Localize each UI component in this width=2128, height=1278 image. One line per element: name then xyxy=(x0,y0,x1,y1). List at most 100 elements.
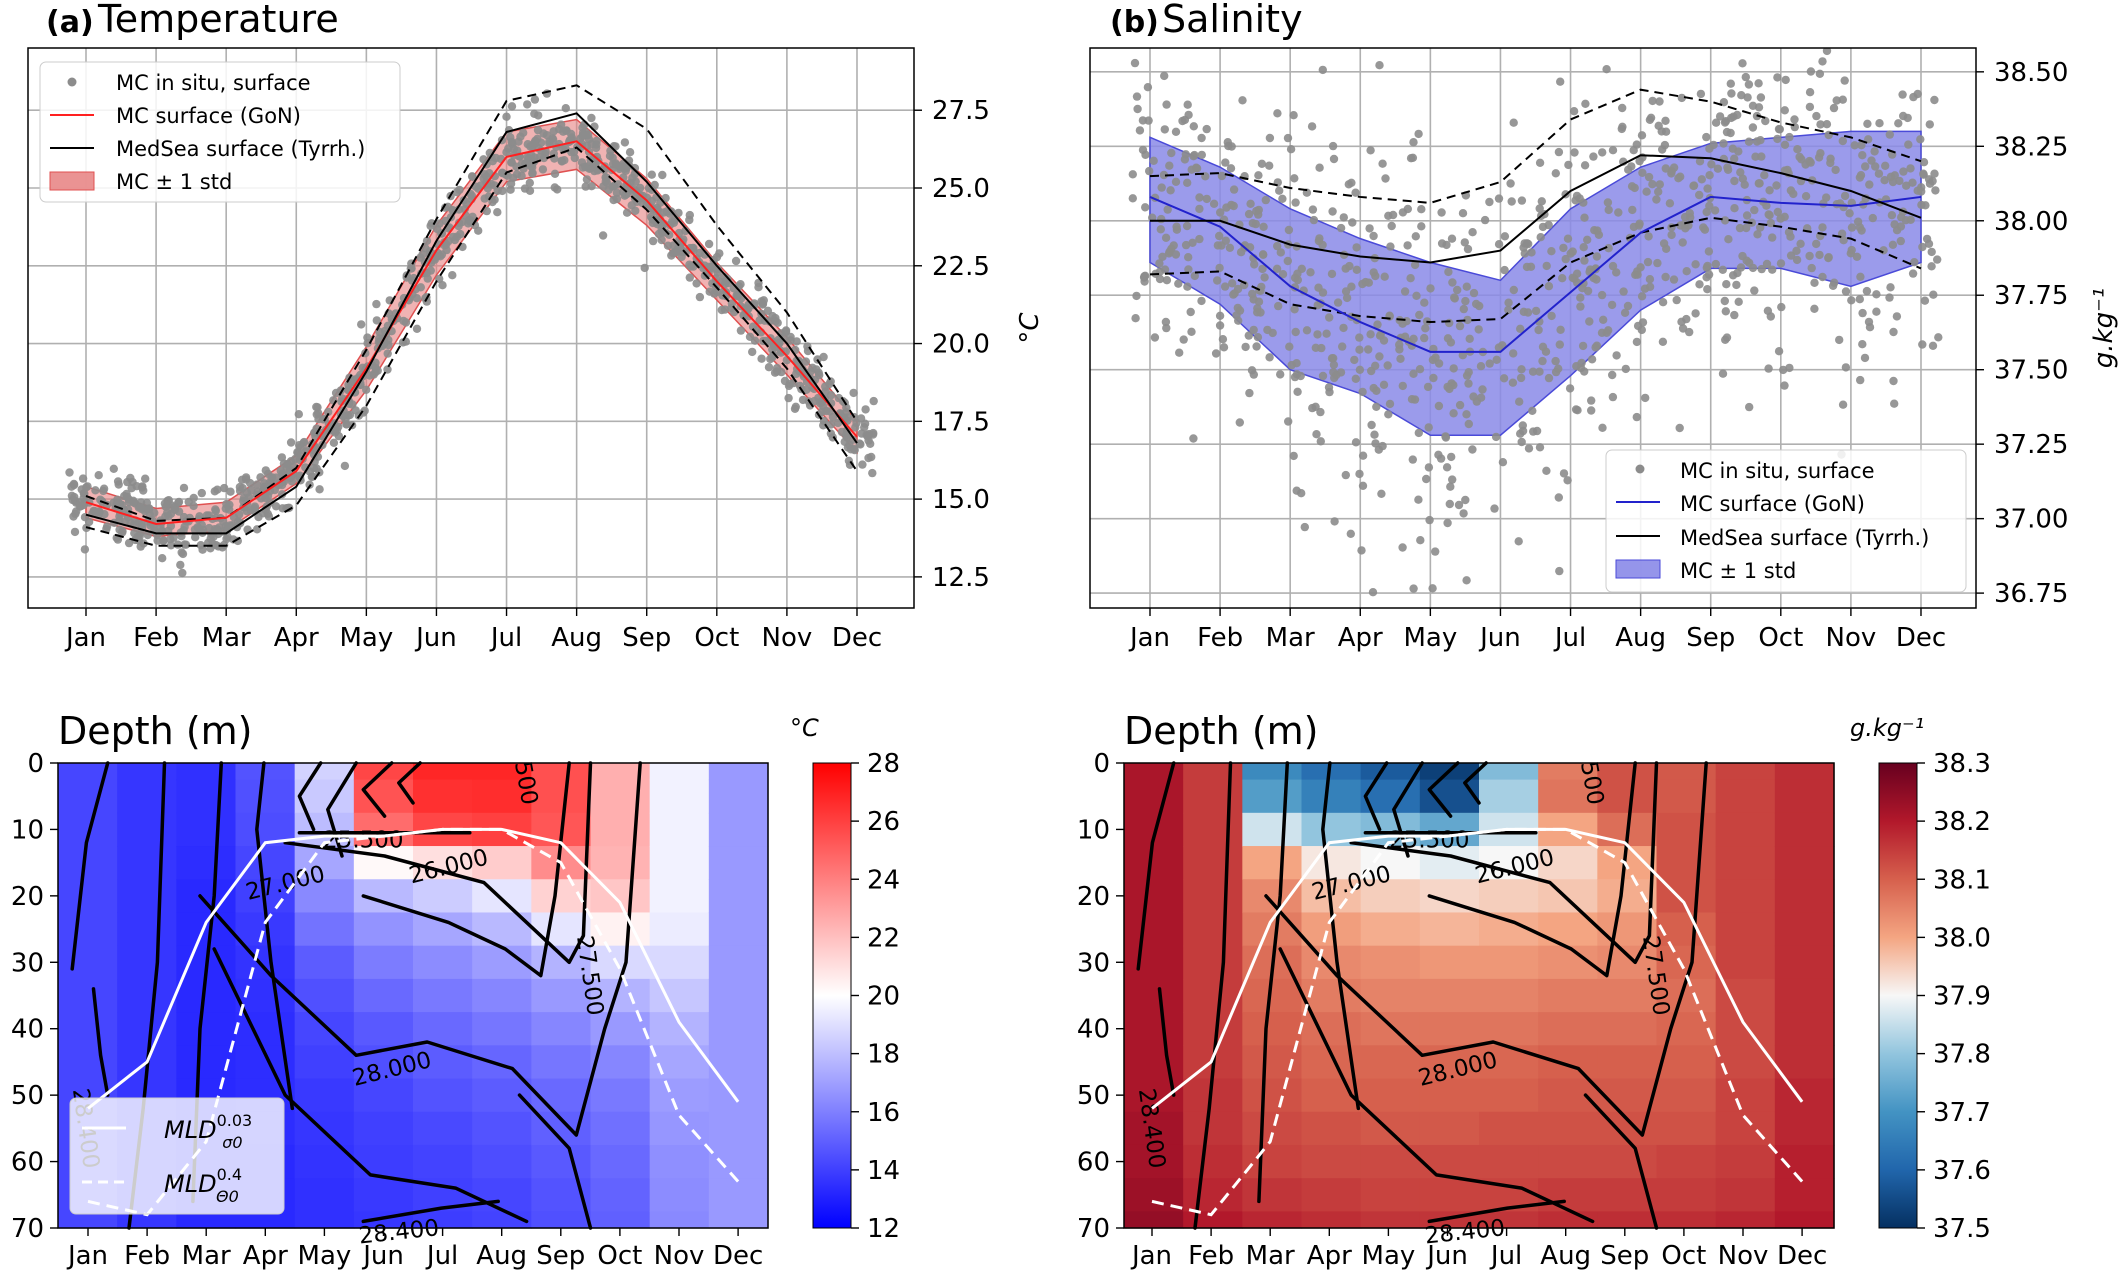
xtick-label-apr: Apr xyxy=(274,623,319,653)
insitu-point xyxy=(1930,169,1939,178)
insitu-point xyxy=(1387,221,1396,231)
insitu-point xyxy=(1890,399,1899,408)
heatmap-cell xyxy=(1715,912,1776,947)
heatmap-cell xyxy=(1774,779,1835,814)
insitu-point xyxy=(1365,224,1374,233)
insitu-point xyxy=(1460,238,1470,247)
insitu-point xyxy=(80,497,89,507)
panel-c-temperature-depth: Depth (m) 25.50026.00027.00027.50028.000… xyxy=(11,709,900,1271)
insitu-point xyxy=(1644,172,1654,182)
insitu-point xyxy=(1273,241,1282,251)
insitu-point xyxy=(1128,194,1138,203)
insitu-point xyxy=(1780,140,1790,149)
insitu-point xyxy=(1283,256,1293,266)
insitu-point xyxy=(1446,482,1455,491)
insitu-point xyxy=(1156,225,1166,234)
insitu-point xyxy=(493,208,502,217)
heatmap-cell xyxy=(1774,1078,1835,1113)
insitu-point xyxy=(828,412,838,422)
ytick-label: 60 xyxy=(1077,1148,1110,1178)
insitu-point xyxy=(1832,96,1841,105)
insitu-point xyxy=(100,510,109,519)
heatmap-cell xyxy=(58,1045,118,1080)
insitu-point xyxy=(235,482,245,492)
insitu-point xyxy=(1441,433,1451,442)
insitu-point xyxy=(1445,499,1455,509)
insitu-point xyxy=(1409,584,1418,593)
heatmap-cell xyxy=(649,1178,710,1212)
insitu-point xyxy=(1462,410,1471,419)
heatmap-cell xyxy=(1479,1012,1539,1046)
insitu-point xyxy=(1410,260,1420,270)
insitu-point xyxy=(115,525,124,534)
insitu-point xyxy=(1276,248,1286,257)
medsea-std-upper-line xyxy=(1149,88,1922,204)
ytick-label: 20.0 xyxy=(932,330,990,360)
insitu-point xyxy=(1906,215,1915,224)
insitu-point xyxy=(1358,387,1367,397)
xtick-label-may: May xyxy=(1403,623,1457,653)
panel-b-yaxis: 36.75 37.00 37.25 37.50 37.75 38.00 38.25 38.50 xyxy=(1976,58,2068,609)
insitu-point xyxy=(1919,158,1929,167)
insitu-point xyxy=(848,435,857,444)
insitu-point xyxy=(781,326,791,335)
legend-a-item-2: MedSea surface (Tyrrh.) xyxy=(116,137,365,161)
insitu-point xyxy=(1290,305,1299,314)
heatmap-cell xyxy=(531,1012,592,1046)
heatmap-cell xyxy=(117,945,177,980)
heatmap-cell xyxy=(1597,1211,1658,1229)
insitu-point xyxy=(1464,419,1474,429)
insitu-point xyxy=(1215,321,1225,330)
insitu-point xyxy=(1748,101,1758,111)
heatmap-cell xyxy=(472,1045,532,1080)
heatmap-cell xyxy=(353,1012,414,1046)
insitu-point xyxy=(681,226,690,236)
colorbar-tick-label: 38.1 xyxy=(1933,865,1991,895)
insitu-point xyxy=(383,349,392,358)
insitu-point xyxy=(109,464,119,473)
insitu-point xyxy=(1351,374,1361,383)
insitu-point xyxy=(1424,463,1434,472)
panel-d-title: Depth (m) xyxy=(1124,709,1319,753)
heatmap-cell xyxy=(1715,1211,1776,1229)
heatmap-cell xyxy=(472,879,532,914)
insitu-point xyxy=(513,146,522,155)
insitu-point xyxy=(1768,233,1777,242)
insitu-point xyxy=(1330,517,1339,526)
insitu-point xyxy=(826,420,836,429)
insitu-point xyxy=(1644,232,1653,241)
insitu-point xyxy=(1892,312,1902,321)
insitu-point xyxy=(1547,311,1556,321)
insitu-point xyxy=(1576,302,1585,311)
insitu-point xyxy=(1316,437,1326,446)
insitu-point xyxy=(1395,345,1404,354)
ytick-label: 17.5 xyxy=(932,407,990,437)
insitu-point xyxy=(1587,355,1597,364)
insitu-point xyxy=(1346,529,1356,538)
colorbar-c-ticks: 12 14 16 18 20 22 24 26 28 xyxy=(851,749,900,1244)
insitu-point xyxy=(159,536,168,545)
insitu-point xyxy=(1563,476,1572,485)
xtick-label-dec: Dec xyxy=(1777,1241,1827,1271)
insitu-point xyxy=(70,492,79,502)
insitu-point xyxy=(1816,149,1825,158)
insitu-point xyxy=(1563,234,1573,243)
insitu-point xyxy=(1327,354,1337,363)
contour-line xyxy=(1264,761,1708,1137)
heatmap-cell xyxy=(1774,1111,1835,1146)
insitu-point xyxy=(490,195,499,204)
heatmap-cell xyxy=(176,779,237,814)
insitu-point xyxy=(1537,197,1547,206)
insitu-point xyxy=(763,306,773,315)
panel-a-frame xyxy=(27,47,915,609)
insitu-point xyxy=(1166,186,1175,195)
insitu-point xyxy=(791,402,800,411)
panel-d-frame xyxy=(1123,762,1835,1229)
insitu-point xyxy=(1730,310,1739,320)
heatmap-cell xyxy=(1774,945,1835,980)
insitu-point xyxy=(1909,92,1918,102)
insitu-point xyxy=(1434,450,1443,459)
insitu-point xyxy=(1535,443,1545,452)
insitu-point xyxy=(1910,258,1919,267)
insitu-point xyxy=(1697,175,1707,184)
